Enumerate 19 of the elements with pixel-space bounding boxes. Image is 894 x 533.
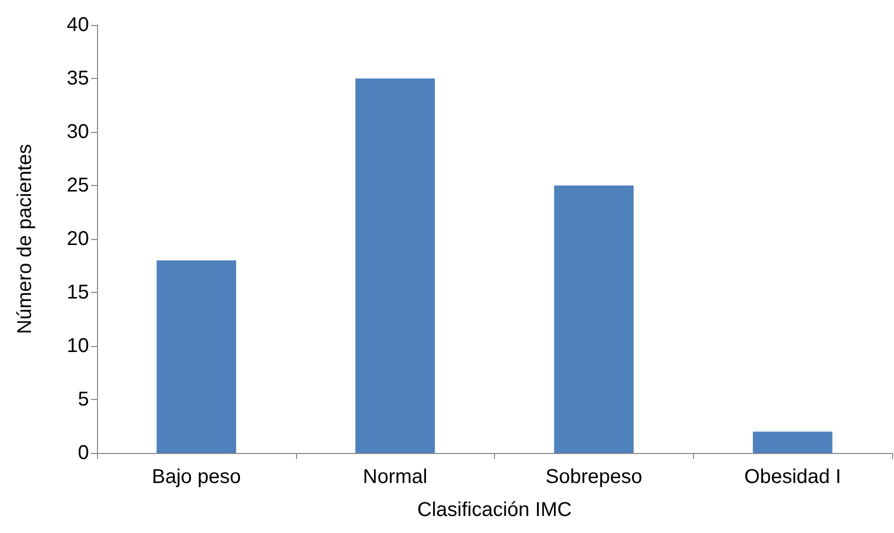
- bar: [355, 78, 435, 453]
- y-tick-label: 40: [66, 14, 89, 36]
- y-axis-title: Número de pacientes: [14, 144, 36, 334]
- y-tick-label: 30: [66, 121, 89, 143]
- bar: [156, 260, 236, 453]
- y-tick-label: 25: [66, 174, 89, 196]
- y-tick-label: 0: [78, 442, 89, 464]
- x-tick-label: Obesidad I: [744, 466, 841, 488]
- y-tick-label: 10: [66, 335, 89, 357]
- bar: [554, 186, 634, 453]
- y-tick-label: 5: [78, 388, 89, 410]
- x-tick-label: Sobrepeso: [546, 466, 642, 488]
- y-tick-label: 15: [66, 282, 89, 304]
- y-tick-label: 20: [66, 228, 89, 250]
- x-tick-label: Bajo peso: [152, 466, 241, 488]
- bar: [752, 432, 832, 453]
- y-tick-label: 35: [66, 68, 89, 90]
- x-axis-title: Clasificación IMC: [417, 499, 572, 521]
- x-tick-label: Normal: [362, 466, 428, 488]
